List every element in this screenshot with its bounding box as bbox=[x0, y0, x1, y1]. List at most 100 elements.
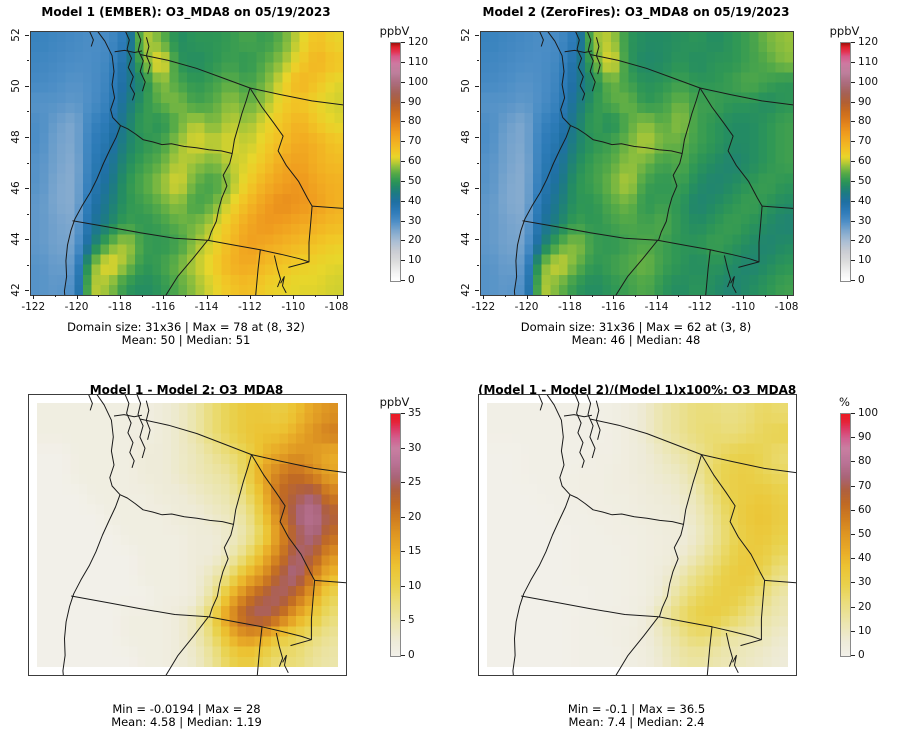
x-axis-tick bbox=[271, 295, 273, 297]
colorbar-tick bbox=[401, 101, 405, 103]
colorbar-tick-label: 20 bbox=[858, 234, 872, 247]
colorbar-tick-label: 35 bbox=[408, 407, 422, 419]
x-axis-tick bbox=[206, 295, 208, 299]
boundary-line bbox=[280, 276, 287, 294]
x-axis-tick-label: -120 bbox=[64, 301, 89, 313]
colorbar-tick bbox=[401, 620, 405, 622]
x-axis-tick-label: -118 bbox=[107, 301, 132, 313]
x-axis-tick bbox=[184, 295, 186, 297]
colorbar-tick bbox=[851, 509, 855, 511]
x-axis-tick-label: -122 bbox=[471, 301, 496, 313]
colorbar-tick bbox=[401, 260, 405, 262]
colorbar-units-label: ppbV bbox=[379, 395, 410, 409]
y-axis-tick bbox=[25, 136, 29, 138]
boundary-line bbox=[145, 37, 151, 75]
x-axis-tick bbox=[721, 295, 723, 297]
colorbar-tick bbox=[401, 447, 405, 449]
colorbar-tick bbox=[851, 240, 855, 242]
boundary-line bbox=[575, 32, 586, 101]
boundary-line bbox=[251, 454, 316, 581]
boundary-line bbox=[273, 255, 282, 288]
x-axis-tick-label: -112 bbox=[687, 301, 712, 313]
map-plot-area bbox=[28, 394, 347, 676]
y-axis-tick bbox=[477, 264, 479, 266]
boundary-line bbox=[165, 616, 209, 675]
boundary-line bbox=[114, 49, 143, 53]
caption-mean-median: Mean: 4.58 | Median: 1.19 bbox=[111, 715, 262, 729]
boundary-line bbox=[136, 395, 146, 459]
caption-domain-stats: Domain size: 31x36 | Max = 78 at (8, 32) bbox=[67, 320, 305, 334]
x-axis-tick-label: -110 bbox=[731, 301, 756, 313]
colorbar-tick-label: 0 bbox=[858, 649, 865, 661]
colorbar-tick-label: 50 bbox=[858, 174, 872, 187]
colorbar-tick-label: 30 bbox=[858, 214, 872, 227]
boundary-line bbox=[539, 32, 544, 47]
y-axis-tick bbox=[475, 188, 479, 190]
colorbar-tick-label: 90 bbox=[408, 95, 422, 108]
colorbar-tick-label: 10 bbox=[408, 579, 422, 592]
x-axis-tick-label: -114 bbox=[644, 301, 669, 313]
boundary-line bbox=[705, 249, 711, 295]
map-plot-area bbox=[478, 394, 797, 676]
caption-mean-median: Mean: 46 | Median: 48 bbox=[571, 333, 701, 347]
colorbar-units-label: ppbV bbox=[829, 24, 860, 38]
caption-domain-stats: Domain size: 31x36 | Max = 62 at (3, 8) bbox=[520, 320, 752, 334]
colorbar-tick-label: 0 bbox=[858, 274, 865, 286]
colorbar-tick-label: 100 bbox=[858, 407, 879, 419]
colorbar-tick bbox=[851, 485, 855, 487]
boundary-line bbox=[699, 87, 763, 207]
colorbar-tick bbox=[851, 260, 855, 262]
boundary-line bbox=[658, 454, 702, 617]
colorbar-tick bbox=[401, 121, 405, 123]
boundary-line bbox=[590, 54, 793, 106]
y-axis-tick bbox=[27, 264, 29, 266]
colorbar-gradient bbox=[840, 42, 851, 282]
colorbar-gradient bbox=[390, 413, 401, 657]
colorbar-tick-label: 100 bbox=[858, 75, 879, 88]
o3-raster-canvas bbox=[31, 32, 343, 295]
boundary-line bbox=[208, 87, 251, 241]
boundary-line bbox=[145, 400, 151, 440]
boundary-line bbox=[595, 400, 601, 440]
colorbar-units-label: % bbox=[839, 395, 850, 409]
y-axis-tick-label: 42 bbox=[460, 283, 472, 297]
colorbar-tick-label: 30 bbox=[408, 441, 422, 454]
y-axis-tick-label: 48 bbox=[10, 130, 22, 144]
boundary-line bbox=[63, 32, 121, 295]
boundary-line bbox=[732, 654, 739, 674]
boundary-line bbox=[587, 32, 596, 92]
x-axis-tick bbox=[293, 295, 295, 299]
boundary-line bbox=[71, 595, 312, 641]
x-axis-tick bbox=[678, 295, 680, 297]
colorbar-tick bbox=[401, 551, 405, 553]
colorbar-tick bbox=[851, 121, 855, 123]
colorbar-tick bbox=[401, 200, 405, 202]
boundary-line bbox=[658, 87, 701, 241]
x-axis-tick-label: -116 bbox=[151, 301, 176, 313]
x-axis-tick bbox=[526, 295, 528, 299]
colorbar-tick bbox=[851, 630, 855, 632]
colorbar-tick bbox=[401, 81, 405, 83]
colorbar-tick bbox=[851, 655, 855, 656]
colorbar-tick bbox=[401, 42, 405, 43]
boundary-line bbox=[538, 395, 543, 411]
y-axis-tick bbox=[27, 111, 29, 113]
colorbar-tick bbox=[851, 161, 855, 162]
y-axis-tick bbox=[475, 85, 479, 87]
x-axis-tick-label: -118 bbox=[557, 301, 582, 313]
y-axis-tick-label: 50 bbox=[460, 79, 472, 93]
boundary-line bbox=[62, 395, 121, 675]
boundary-line bbox=[256, 626, 263, 675]
colorbar-tick bbox=[851, 413, 855, 414]
caption-min-max: Min = -0.1 | Max = 36.5 bbox=[567, 702, 706, 716]
colorbar-tick-label: 90 bbox=[858, 431, 872, 444]
colorbar-tick-label: 70 bbox=[858, 479, 872, 492]
y-axis-tick bbox=[477, 60, 479, 62]
panel-title: Model 2 (ZeroFires): O3_MDA8 on 05/19/20… bbox=[482, 5, 790, 19]
boundary-line bbox=[723, 255, 732, 288]
boundary-line bbox=[282, 654, 289, 674]
colorbar-tick bbox=[401, 413, 405, 414]
boundary-line bbox=[512, 395, 571, 675]
difference-raster-canvas bbox=[37, 403, 338, 667]
x-axis-tick bbox=[249, 295, 251, 299]
